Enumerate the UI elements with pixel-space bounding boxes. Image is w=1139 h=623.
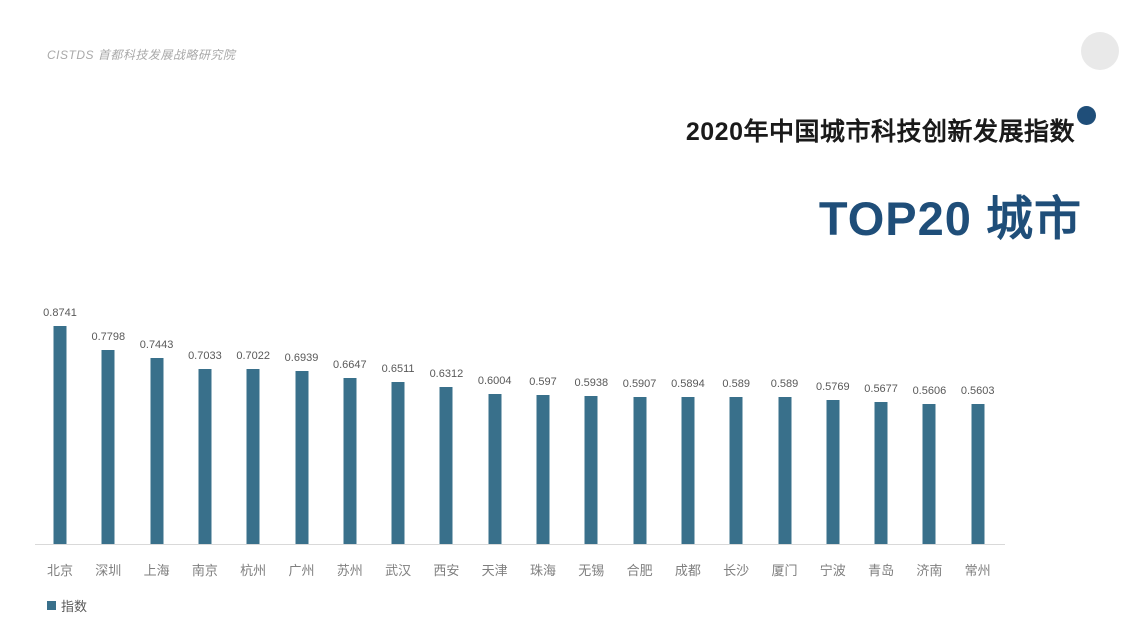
x-axis-label: 深圳 [95, 563, 122, 578]
bar [391, 382, 405, 544]
x-axis-label: 青岛 [868, 563, 895, 578]
x-axis-label: 合肥 [626, 563, 653, 578]
x-axis-label: 宁波 [819, 563, 846, 578]
x-axis-label: 杭州 [240, 563, 267, 578]
bar-value-label: 0.5606 [912, 385, 947, 397]
x-axis-label: 北京 [46, 563, 74, 578]
x-axis-label: 厦门 [771, 563, 798, 578]
x-axis-label: 天津 [481, 563, 508, 578]
bar-value-label: 0.5677 [864, 383, 898, 395]
bar-value-label: 0.5769 [815, 381, 850, 393]
bar-value-label: 0.5907 [622, 378, 657, 390]
bar [971, 404, 985, 544]
bar-value-label: 0.7033 [188, 350, 222, 362]
bar-value-label: 0.5603 [960, 385, 995, 397]
x-axis-label: 珠海 [529, 563, 557, 578]
bar-value-label: 0.5938 [574, 377, 609, 389]
bar [198, 369, 212, 544]
bar-value-label: 0.6647 [332, 359, 367, 371]
bar [874, 402, 888, 544]
bar [826, 400, 840, 544]
bar [295, 371, 308, 544]
bar-value-label: 0.5894 [671, 378, 705, 390]
chart-legend: 指数 [47, 596, 87, 615]
x-axis-label: 成都 [674, 563, 701, 578]
bar [246, 369, 260, 544]
bar [101, 350, 115, 544]
bar-value-label: 0.589 [770, 378, 799, 390]
x-axis-label: 常州 [964, 563, 991, 578]
bar [681, 397, 695, 544]
x-axis-line [35, 544, 1005, 545]
bar-chart: 0.8741 北京 0.7798 深圳 0.7443 上海 0.7033 南京 0.7022 杭州… [35, 300, 1005, 578]
bar-value-label: 0.6939 [284, 352, 319, 364]
bar [439, 387, 453, 544]
x-axis-label: 南京 [191, 563, 218, 578]
bar-value-label: 0.597 [529, 376, 557, 388]
legend-swatch-icon [47, 601, 56, 610]
bar-value-label: 0.7798 [91, 331, 126, 343]
org-logo-text: CISTDS 首都科技发展战略研究院 [47, 48, 236, 62]
bar-value-label: 0.8741 [43, 307, 77, 319]
bar-value-label: 0.589 [722, 378, 750, 390]
bar [150, 358, 164, 544]
x-axis-label: 西安 [433, 563, 460, 578]
bar [633, 397, 647, 544]
x-axis-label: 广州 [288, 563, 315, 578]
x-axis-label: 苏州 [336, 563, 363, 578]
page-title: 2020年中国城市科技创新发展指数 [685, 118, 1075, 146]
bar-value-label: 0.6312 [429, 368, 464, 380]
bar [488, 394, 502, 544]
legend-label: 指数 [61, 599, 88, 614]
bar [343, 378, 357, 544]
x-axis-label: 武汉 [385, 563, 412, 578]
bar [584, 396, 598, 544]
x-axis-label: 济南 [916, 563, 943, 578]
x-axis-label: 长沙 [723, 563, 750, 578]
x-axis-label: 上海 [143, 563, 170, 578]
title-accent-dot [1077, 106, 1096, 125]
x-axis-label: 无锡 [578, 563, 605, 578]
bar [536, 395, 550, 544]
bar [778, 397, 791, 544]
bar [729, 397, 743, 544]
decorative-circle [1081, 32, 1119, 70]
bar-value-label: 0.7022 [236, 350, 271, 362]
bar-value-label: 0.6004 [477, 375, 512, 387]
bar [922, 404, 936, 544]
bar-value-label: 0.7443 [139, 339, 174, 351]
bar-value-label: 0.6511 [381, 363, 415, 375]
page-subtitle: TOP20 城市 [818, 192, 1082, 245]
bar [53, 326, 67, 544]
